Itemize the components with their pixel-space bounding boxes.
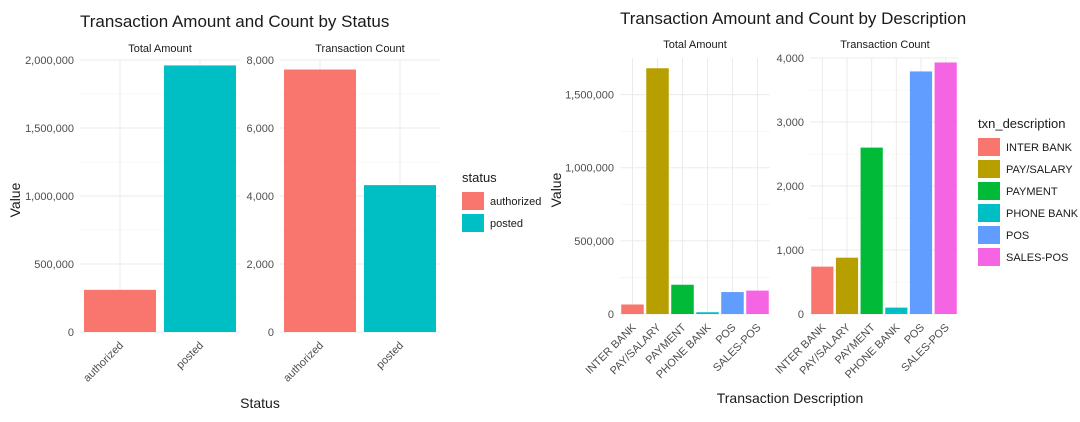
y-tick-label: 500,000	[574, 236, 614, 248]
y-tick-label: 6,000	[246, 123, 274, 135]
chart-status: Transaction Amount and Count by Status T…	[7, 12, 541, 411]
bar-sales-pos	[746, 290, 769, 314]
legend-key	[978, 204, 1000, 222]
chart-description-legend-title: txn_description	[978, 116, 1065, 131]
bar-pay-salary	[835, 257, 859, 314]
chart-status-panel-count: 0 2,000 4,000 6,000 8,000 authorized posted	[246, 55, 440, 384]
bar-posted	[364, 185, 436, 332]
y-tick-label: 1,500,000	[25, 123, 74, 135]
y-tick-label: 0	[798, 309, 804, 321]
legend-label: authorized	[490, 196, 541, 208]
y-tick-label: 2,000	[246, 259, 274, 271]
chart-description: Transaction Amount and Count by Descript…	[548, 9, 1079, 406]
chart-status-title: Transaction Amount and Count by Status	[80, 12, 389, 31]
chart-description-facet-amount-label: Total Amount	[663, 39, 727, 51]
legend-label: INTER BANK	[1006, 142, 1073, 154]
y-tick-label: 1,000,000	[25, 191, 74, 203]
legend-key	[978, 138, 1000, 156]
chart-status-facet-amount-label: Total Amount	[128, 43, 192, 55]
chart-status-facet-count-label: Transaction Count	[315, 43, 404, 55]
legend-key	[978, 160, 1000, 178]
bar-pay-salary	[646, 68, 669, 315]
y-tick-label: 2,000	[776, 181, 804, 193]
bar-payment	[860, 147, 883, 314]
chart-status-legend-title: status	[462, 170, 497, 185]
chart-description-title: Transaction Amount and Count by Descript…	[620, 9, 966, 28]
legend-label: PHONE BANK	[1006, 208, 1079, 220]
y-tick-label: 2,000,000	[25, 55, 74, 67]
chart-description-ylabel: Value	[548, 172, 564, 207]
y-tick-label: 500,000	[34, 259, 74, 271]
bar-authorized	[84, 289, 156, 332]
chart-status-legend: status authorized posted	[462, 170, 541, 232]
x-tick-label: authorized	[81, 340, 126, 385]
chart-description-facet-count-label: Transaction Count	[840, 39, 929, 51]
legend-key	[978, 248, 1000, 266]
x-tick-label: authorized	[281, 340, 326, 385]
legend-label: SALES-POS	[1006, 252, 1068, 264]
y-tick-label: 1,000	[776, 245, 804, 257]
legend-label: PAY/SALARY	[1006, 164, 1073, 176]
bar-pos	[909, 71, 933, 314]
bar-posted	[164, 65, 236, 332]
legend-key	[462, 214, 484, 232]
bar-phone-bank	[885, 307, 908, 314]
bar-inter-bank	[621, 304, 644, 314]
legend-key	[462, 192, 484, 210]
legend-key	[978, 182, 1000, 200]
bar-payment	[671, 284, 694, 314]
bar-authorized	[284, 69, 356, 333]
bar-inter-bank	[811, 266, 834, 314]
y-tick-label: 0	[608, 309, 614, 321]
y-tick-label: 4,000	[246, 191, 274, 203]
y-tick-label: 8,000	[246, 55, 274, 67]
chart-description-legend: txn_description INTER BANK PAY/SALARY PAYM…	[978, 116, 1079, 266]
y-tick-label: 4,000	[776, 53, 804, 65]
chart-status-ylabel: Value	[7, 182, 23, 217]
legend-label: POS	[1006, 230, 1029, 242]
bar-phone-bank	[696, 312, 719, 314]
chart-status-panel-amount: 0 500,000 1,000,000 1,500,000 2,000,000 autho…	[25, 55, 240, 384]
y-tick-label: 3,000	[776, 117, 804, 129]
x-tick-label: posted	[374, 340, 406, 372]
bar-pos	[721, 292, 744, 314]
chart-description-xlabel: Transaction Description	[717, 390, 864, 406]
y-tick-label: 1,000,000	[565, 163, 614, 175]
y-tick-label: 1,500,000	[565, 90, 614, 102]
legend-label: posted	[490, 218, 523, 230]
legend-label: PAYMENT	[1006, 186, 1058, 198]
y-tick-label: 0	[68, 327, 74, 339]
y-tick-label: 0	[268, 327, 274, 339]
bar-sales-pos	[934, 62, 957, 315]
legend-key	[978, 226, 1000, 244]
x-tick-label: posted	[174, 340, 206, 372]
chart-status-xlabel: Status	[240, 395, 280, 411]
